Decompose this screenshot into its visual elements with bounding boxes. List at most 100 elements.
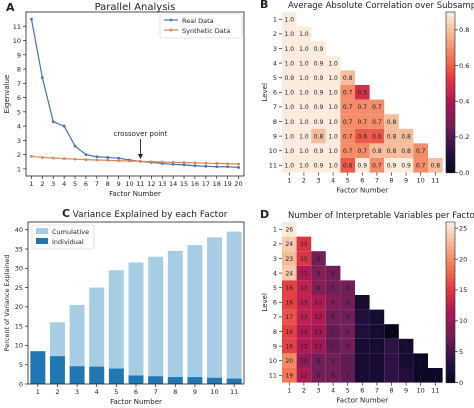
cell-value-label: 2 xyxy=(375,329,379,336)
x-tick-label: 12 xyxy=(147,180,155,188)
colorbar-segment xyxy=(446,358,455,364)
colorbar-segment xyxy=(446,274,455,279)
data-point xyxy=(226,162,230,166)
heatmap-cell xyxy=(325,324,341,339)
x-tick-label: 5 xyxy=(73,180,77,188)
x-tick-label: 4 xyxy=(331,387,335,395)
cell-value-label: 8 xyxy=(317,256,321,263)
heatmap-cell xyxy=(296,128,312,144)
cell-value-label: 1.0 xyxy=(285,60,295,67)
colorbar-segment xyxy=(446,88,455,93)
heatmap-cell xyxy=(311,368,326,383)
x-tick-label: 1 xyxy=(287,387,291,395)
heatmap-cell xyxy=(340,143,355,158)
cell-value-label: 7 xyxy=(331,343,335,350)
legend-label: Synthetic Data xyxy=(182,27,230,35)
heatmap-cell xyxy=(296,295,312,310)
x-tick-label: 2 xyxy=(40,180,44,188)
data-point xyxy=(171,162,175,166)
data-point xyxy=(215,162,219,165)
heatmap-cell xyxy=(413,368,428,383)
heatmap-cell xyxy=(296,70,312,85)
cell-value-label: 1 xyxy=(419,358,423,365)
heatmap-cell xyxy=(355,368,370,383)
cell-value-label: 8 xyxy=(346,300,350,307)
colorbar-tick-label: 5 xyxy=(459,348,463,356)
x-axis-label: Factor Number xyxy=(109,190,161,198)
cell-value-label: 0.9 xyxy=(285,75,295,82)
cumulative-bar xyxy=(69,304,85,384)
y-tick-label: 11 xyxy=(269,162,277,170)
cell-value-label: 0.6 xyxy=(372,133,382,140)
cell-value-label: 1.0 xyxy=(328,104,338,111)
heatmap-cell xyxy=(296,353,312,368)
cell-value-label: 0.8 xyxy=(372,148,382,155)
cell-value-label: 1.0 xyxy=(285,31,295,38)
x-tick-label: 7 xyxy=(375,177,379,185)
cell-value-label: 8 xyxy=(331,314,335,321)
heatmap-cell xyxy=(325,55,341,71)
colorbar-segment xyxy=(446,342,455,347)
colorbar-segment xyxy=(446,136,455,141)
colorbar-segment xyxy=(446,152,455,158)
data-point xyxy=(73,144,77,148)
cell-value-label: 16 xyxy=(285,329,293,336)
cell-value-label: 1.0 xyxy=(328,148,338,155)
colorbar-segment xyxy=(446,20,455,25)
cell-value-label: 1.0 xyxy=(285,90,295,97)
colorbar-tick-label: 0.4 xyxy=(459,98,469,106)
legend-swatch-marker xyxy=(169,28,173,32)
individual-bar xyxy=(226,378,242,384)
cell-value-label: 0.5 xyxy=(358,90,368,97)
data-point xyxy=(40,76,44,79)
colorbar-segment xyxy=(446,290,455,295)
colorbar-segment xyxy=(446,346,455,351)
individual-bar xyxy=(128,375,144,384)
colorbar-segment xyxy=(446,108,455,113)
colorbar-segment xyxy=(446,314,455,319)
heatmap-cell xyxy=(384,143,399,158)
cell-value-label: 0.7 xyxy=(416,148,426,155)
y-tick-label: 8 xyxy=(273,328,277,336)
x-tick-label: 11 xyxy=(431,177,439,185)
heatmap-cell xyxy=(325,128,341,144)
heatmap-cell xyxy=(282,41,297,56)
data-point xyxy=(204,161,208,165)
cell-value-label: 12 xyxy=(315,314,323,321)
heatmap-cell xyxy=(369,338,385,354)
y-tick-label: 15 xyxy=(15,322,23,330)
y-tick-label: 1 xyxy=(273,16,277,24)
heatmap-cell xyxy=(325,309,341,325)
colorbar-segment xyxy=(446,140,455,145)
heatmap-cell xyxy=(355,99,370,115)
cumulative-bar xyxy=(187,245,203,384)
x-tick-label: 10 xyxy=(125,180,133,188)
colorbar-tick-label: 10 xyxy=(459,317,467,325)
cell-value-label: 0.7 xyxy=(358,148,368,155)
colorbar-segment xyxy=(446,100,455,105)
y-axis-label: Eigenvalue xyxy=(3,75,11,114)
cell-value-label: 0.7 xyxy=(358,104,368,111)
cell-value-label: 10 xyxy=(300,358,308,365)
cell-value-label: 8 xyxy=(331,358,335,365)
colorbar-segment xyxy=(446,96,455,101)
colorbar-segment xyxy=(446,160,455,166)
cell-value-label: 3 xyxy=(360,329,364,336)
heatmap-cell xyxy=(369,309,385,325)
data-point xyxy=(95,155,99,159)
y-tick-label: 6 xyxy=(17,94,21,102)
heatmap-cell xyxy=(355,128,370,144)
heatmap-cell xyxy=(340,70,355,85)
cell-value-label: 0.8 xyxy=(314,133,324,140)
heatmap-cell xyxy=(384,114,399,129)
y-tick-label: 9 xyxy=(273,342,277,350)
heatmap-cell xyxy=(355,324,370,339)
heatmap-cell xyxy=(340,114,355,129)
cumulative-bar xyxy=(207,237,223,384)
heatmap-cell xyxy=(282,236,297,252)
colorbar-segment xyxy=(446,56,455,61)
cell-value-label: 1.0 xyxy=(285,46,295,53)
cell-value-label: 1 xyxy=(433,373,437,380)
heatmap-cell xyxy=(282,70,297,85)
x-tick-label: 17 xyxy=(202,180,210,188)
